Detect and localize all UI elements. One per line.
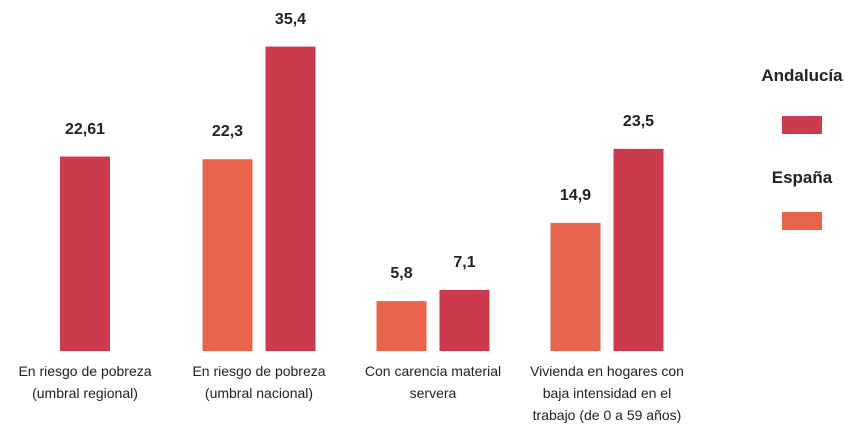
value-label: 35,4 (274, 10, 307, 28)
legend-swatch (782, 212, 822, 230)
value-label: 5,8 (390, 265, 413, 283)
bar (60, 156, 110, 351)
x-tick-label: Con carencia material servera (364, 363, 502, 401)
bar (265, 46, 316, 352)
legend-label: Andalucía (761, 66, 843, 85)
legend-label: España (771, 168, 833, 187)
x-tick-label: En riesgo de pobreza (umbral regional) (18, 363, 152, 401)
value-label: 7,1 (453, 253, 476, 271)
bar (613, 148, 664, 351)
bar (439, 289, 490, 351)
value-label: 14,9 (559, 186, 592, 204)
bar (376, 301, 427, 351)
value-label: 23,5 (622, 112, 655, 130)
x-tick-label: En riesgo de pobreza (umbral nacional) (192, 363, 326, 401)
bar (550, 222, 601, 351)
legend-swatch (782, 116, 822, 134)
value-label: 22,3 (211, 123, 244, 141)
x-tick-label: Vivienda en hogares con baja intensidad … (530, 363, 684, 423)
value-label: 22,61 (64, 120, 106, 138)
bar (202, 159, 253, 351)
